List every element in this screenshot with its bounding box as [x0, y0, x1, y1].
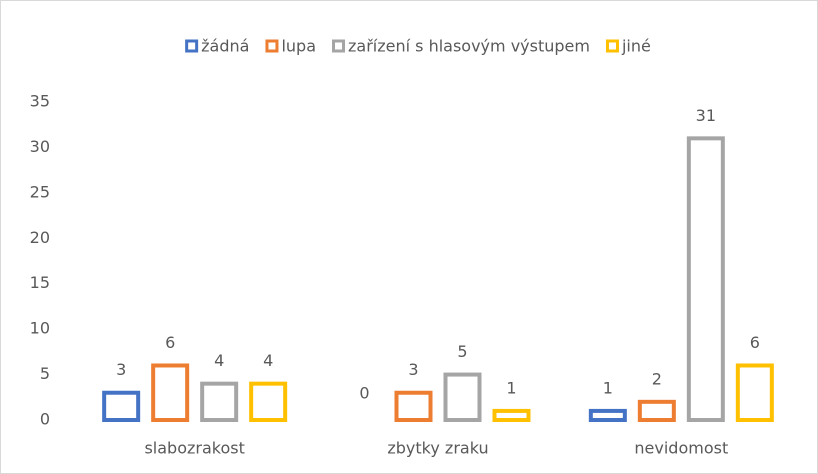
bar	[637, 399, 676, 423]
legend-swatch	[185, 39, 199, 53]
data-label: 2	[652, 369, 662, 388]
bar	[200, 381, 239, 422]
x-tick-label: slabozrakost	[144, 439, 244, 458]
bar	[102, 390, 141, 423]
data-label: 0	[359, 384, 369, 403]
legend-swatch	[265, 39, 279, 53]
data-label: 6	[750, 333, 760, 352]
legend-label: lupa	[281, 37, 316, 56]
bar	[443, 372, 482, 423]
x-tick-label: zbytky zraku	[387, 439, 488, 458]
data-label: 1	[506, 378, 516, 397]
legend-label: žádná	[201, 37, 249, 56]
y-tick-label: 0	[40, 410, 50, 429]
bar	[151, 363, 190, 423]
bar	[394, 390, 433, 423]
y-tick-label: 5	[40, 364, 50, 383]
bar	[492, 408, 531, 422]
data-label: 3	[408, 360, 418, 379]
data-label: 1	[603, 378, 613, 397]
legend-label: zařízení s hlasovým výstupem	[348, 37, 590, 56]
legend-swatch	[605, 39, 619, 53]
data-label: 3	[116, 360, 126, 379]
data-label: 4	[263, 351, 273, 370]
y-tick-label: 30	[30, 137, 50, 156]
y-tick-label: 15	[30, 273, 50, 292]
legend-label: jiné	[621, 37, 651, 56]
y-tick-label: 10	[30, 319, 50, 338]
bar	[249, 381, 288, 422]
data-label: 4	[214, 351, 224, 370]
data-label: 31	[696, 106, 716, 125]
data-label: 6	[165, 333, 175, 352]
bar	[735, 363, 774, 423]
y-tick-label: 35	[30, 92, 50, 111]
bar	[686, 136, 725, 422]
x-tick-label: nevidomost	[634, 439, 728, 458]
y-tick-label: 20	[30, 228, 50, 247]
bar	[588, 408, 627, 422]
data-label: 5	[457, 342, 467, 361]
y-tick-label: 25	[30, 182, 50, 201]
legend-swatch	[332, 39, 346, 53]
